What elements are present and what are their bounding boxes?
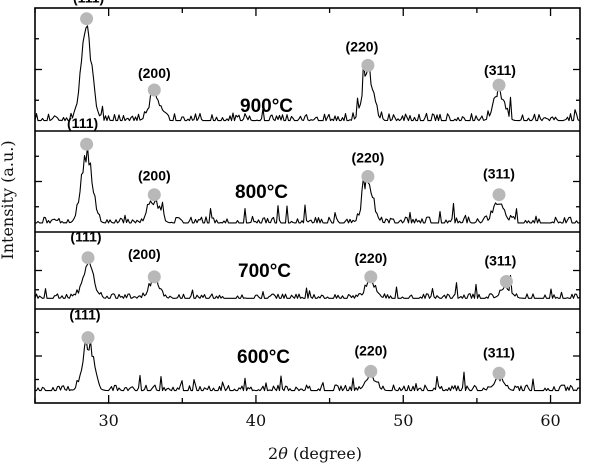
peak-label-700-0: (111) <box>70 229 101 245</box>
peak-label-700-2: (220) <box>354 250 387 266</box>
axes-frame <box>34 7 581 404</box>
peak-marker-900-3 <box>492 78 506 92</box>
peak-marker-800-3 <box>492 188 506 202</box>
trace-layer <box>34 25 580 392</box>
x-tick-label-50: 50 <box>393 411 413 430</box>
peak-marker-600-2 <box>492 366 506 380</box>
plot-border <box>34 7 581 404</box>
label-layer: 900°C (111) (200) (220) (311) 800°C (111) (200)… <box>67 0 516 368</box>
peak-label-800-1: (200) <box>138 168 171 184</box>
peak-marker-800-1 <box>147 188 161 202</box>
y-axis-label: Intensity (a.u.) <box>0 140 17 259</box>
peak-label-600-0: (111) <box>69 307 100 323</box>
peak-marker-800-2 <box>361 170 375 183</box>
x-axis-label-variable: θ <box>278 444 288 463</box>
peak-label-900-1: (200) <box>138 65 171 81</box>
x-axis-label: 2θ (degree) <box>268 444 362 463</box>
peak-marker-900-2 <box>361 58 375 72</box>
y-axis <box>35 38 580 381</box>
peak-label-800-0: (111) <box>67 115 98 131</box>
x-axis-label-prefix: 2 <box>268 444 278 463</box>
peak-marker-600-1 <box>364 364 378 378</box>
x-tick-label-60: 60 <box>540 411 560 430</box>
trace-800 <box>35 145 580 224</box>
peak-label-900-2: (220) <box>346 38 379 54</box>
peak-marker-700-3 <box>499 275 513 288</box>
peak-marker-800-0 <box>80 137 94 151</box>
x-tick-label-40: 40 <box>246 411 266 430</box>
trace-600 <box>35 337 580 392</box>
peak-marker-700-1 <box>147 270 161 284</box>
x-axis-label-suffix: (degree) <box>288 444 362 463</box>
x-axis: 30 40 50 60 <box>34 8 561 430</box>
peak-marker-900-1 <box>147 83 161 97</box>
peak-label-900-3: (311) <box>484 62 516 78</box>
peak-label-600-1: (220) <box>354 342 387 358</box>
peak-marker-700-2 <box>364 270 378 284</box>
trace-900 <box>34 25 580 122</box>
peak-marker-900-0 <box>80 12 94 26</box>
peak-label-800-3: (311) <box>483 166 515 182</box>
marker-layer <box>80 12 513 380</box>
temperature-label-600: 600°C <box>237 347 290 368</box>
peak-marker-700-0 <box>81 251 95 265</box>
peak-label-700-3: (311) <box>484 253 516 269</box>
temperature-label-800: 800°C <box>235 182 288 203</box>
peak-label-900-0: (111) <box>73 0 104 6</box>
peak-label-600-2: (311) <box>483 344 515 360</box>
temperature-label-900: 900°C <box>240 96 293 117</box>
x-tick-label-30: 30 <box>98 411 118 430</box>
temperature-label-700: 700°C <box>238 261 291 282</box>
trace-700 <box>34 259 580 299</box>
peak-marker-600-0 <box>81 331 95 345</box>
peak-label-800-2: (220) <box>352 150 385 166</box>
peak-label-700-1: (200) <box>128 246 161 262</box>
